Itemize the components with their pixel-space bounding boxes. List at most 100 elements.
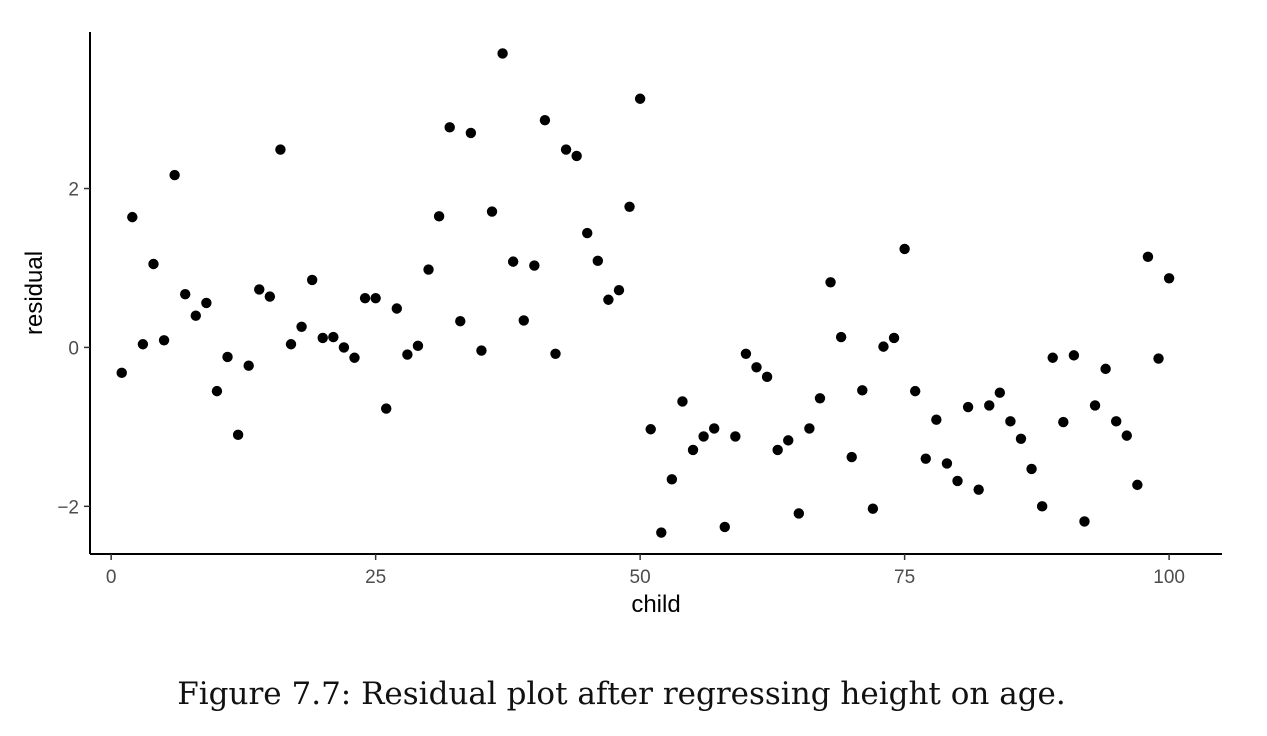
data-point <box>328 331 339 343</box>
data-point <box>148 258 159 270</box>
y-tick-label: 2 <box>68 180 79 201</box>
data-point <box>624 201 635 212</box>
data-point <box>719 521 730 533</box>
data-point <box>169 169 180 181</box>
data-point <box>740 348 752 359</box>
data-point <box>1111 416 1122 427</box>
data-point <box>582 227 593 239</box>
data-point <box>180 288 191 300</box>
data-point <box>571 150 582 162</box>
data-point <box>909 385 921 397</box>
data-point <box>560 144 572 155</box>
data-point <box>857 385 868 396</box>
data-point <box>381 403 392 414</box>
data-point <box>306 274 318 286</box>
data-point <box>201 297 212 309</box>
data-point <box>254 284 265 295</box>
data-point <box>518 315 529 326</box>
data-point <box>338 342 350 353</box>
data-point <box>888 332 900 344</box>
data-point <box>931 414 942 425</box>
data-point <box>137 339 149 350</box>
x-tick-label: 0 <box>106 567 117 588</box>
data-point <box>222 351 233 363</box>
data-point <box>1142 251 1154 263</box>
data-point <box>391 303 403 314</box>
data-point <box>275 144 286 155</box>
x-tick-label: 25 <box>365 567 386 588</box>
data-point <box>1121 430 1132 441</box>
data-point <box>1089 400 1101 411</box>
data-point <box>920 453 931 464</box>
data-point <box>1058 416 1069 428</box>
x-tick-label: 75 <box>894 567 915 588</box>
data-point <box>476 345 487 356</box>
data-point <box>433 211 445 222</box>
points-layer <box>116 48 1175 538</box>
data-point <box>656 527 667 538</box>
data-point <box>211 385 223 397</box>
data-point <box>1005 416 1016 427</box>
data-point <box>603 294 614 305</box>
data-point <box>1163 273 1175 284</box>
data-point <box>1036 501 1048 512</box>
data-point <box>1047 352 1058 363</box>
data-point <box>402 349 413 360</box>
data-point <box>264 291 276 302</box>
data-point <box>846 451 857 463</box>
data-point <box>349 352 360 363</box>
data-point <box>423 264 434 275</box>
y-tick-label: −2 <box>57 497 79 518</box>
figure-caption: Figure 7.7: Residual plot after regressi… <box>177 676 1066 712</box>
data-point <box>708 423 720 434</box>
data-point <box>158 335 170 346</box>
data-point <box>751 362 762 373</box>
data-point <box>804 423 815 434</box>
data-point <box>507 256 519 267</box>
data-point <box>835 331 847 343</box>
data-point <box>634 93 646 104</box>
data-point <box>899 243 910 255</box>
data-point <box>952 475 963 487</box>
data-point <box>359 292 371 304</box>
data-point <box>592 255 604 267</box>
data-point <box>962 401 974 413</box>
data-point <box>878 341 889 352</box>
data-point <box>285 339 297 350</box>
data-point <box>666 474 678 485</box>
data-point <box>698 431 709 442</box>
data-point <box>444 122 455 133</box>
data-point <box>1015 433 1027 444</box>
residual-scatter-plot: 0 25 50 75 100 −2 0 2 child residual <box>21 32 1222 618</box>
data-point <box>1100 363 1111 375</box>
data-point <box>984 400 995 411</box>
data-point <box>645 424 656 435</box>
data-point <box>486 206 498 217</box>
data-point <box>529 260 540 271</box>
data-point <box>232 429 244 441</box>
data-point <box>465 127 477 139</box>
data-point <box>116 367 127 379</box>
data-point <box>772 444 783 456</box>
data-point <box>1153 353 1164 364</box>
y-axis-title: residual <box>21 251 48 335</box>
data-point <box>825 277 836 288</box>
x-tick-label: 100 <box>1153 567 1185 588</box>
data-point <box>973 484 984 495</box>
data-point <box>539 114 551 126</box>
data-point <box>296 321 307 332</box>
data-point <box>455 316 466 327</box>
data-point <box>1079 516 1090 527</box>
data-point <box>730 431 741 442</box>
data-point <box>677 396 688 407</box>
data-point <box>317 332 328 344</box>
data-point <box>941 458 953 469</box>
x-tick-label: 50 <box>630 567 651 588</box>
data-point <box>190 310 201 321</box>
data-point <box>994 387 1006 398</box>
data-point <box>793 508 805 519</box>
data-point <box>127 211 138 223</box>
data-point <box>613 285 625 296</box>
data-point <box>497 48 508 59</box>
